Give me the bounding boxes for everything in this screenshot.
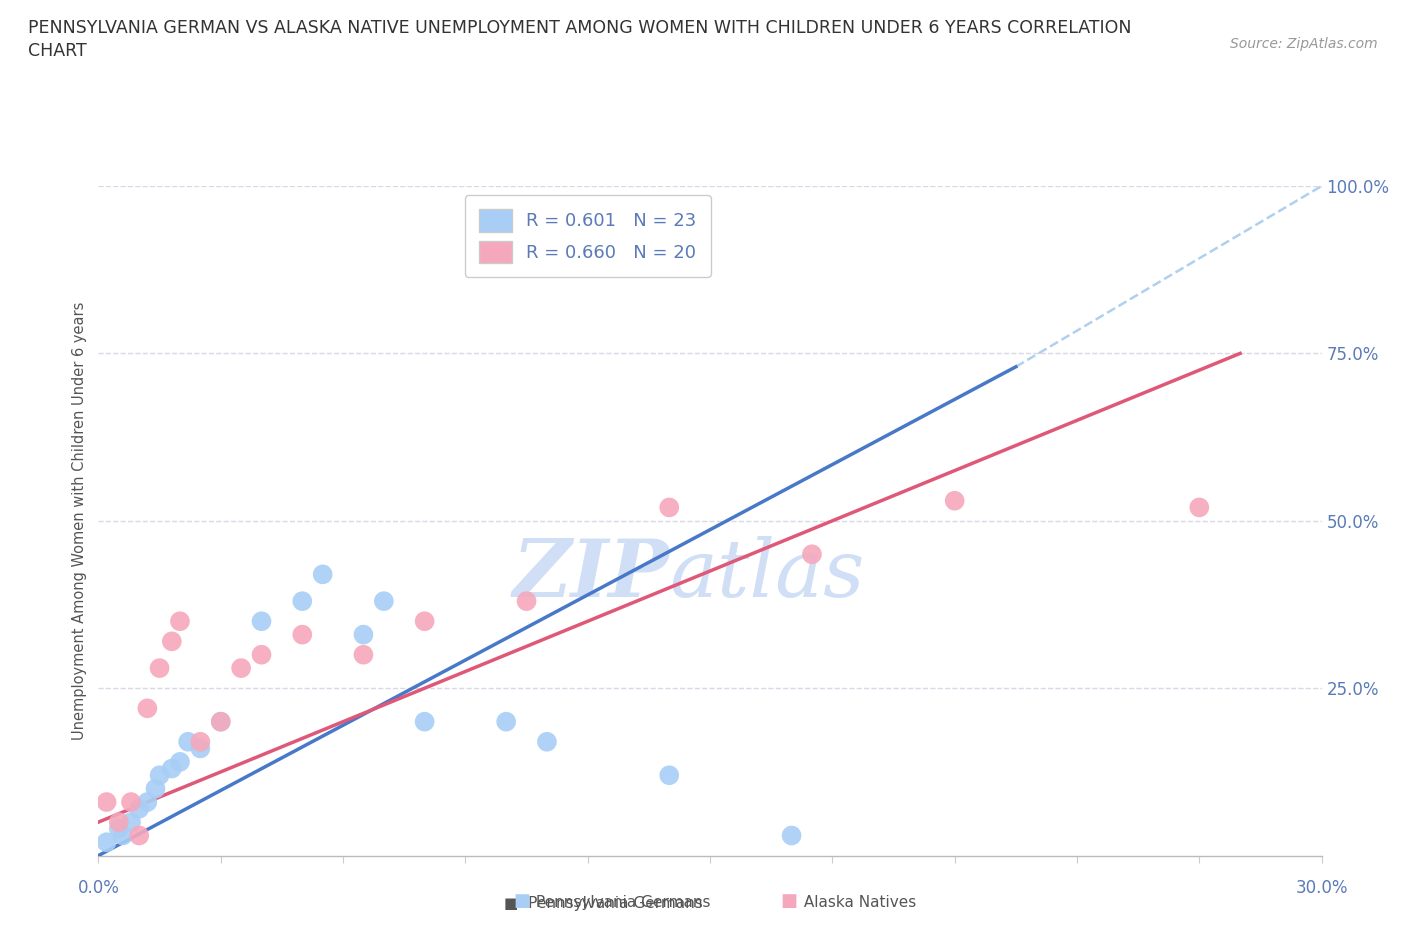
Y-axis label: Unemployment Among Women with Children Under 6 years: Unemployment Among Women with Children U… (72, 301, 87, 740)
Point (1188, 500, 1211, 515)
Point (413, 614, 436, 629)
Point (413, 714, 436, 729)
Point (188, 735, 212, 750)
Point (96, 835, 118, 850)
Point (149, 660, 172, 675)
Point (536, 735, 558, 750)
Point (231, 660, 253, 675)
Text: ■: ■ (780, 892, 797, 910)
Point (111, 828, 134, 843)
Point (128, 828, 150, 843)
Text: Alaska Natives: Alaska Natives (799, 895, 915, 910)
Text: Source: ZipAtlas.com: Source: ZipAtlas.com (1230, 37, 1378, 51)
Point (658, 768, 681, 783)
Point (136, 794, 159, 809)
Point (136, 701, 159, 716)
Point (96, 794, 118, 809)
Point (145, 781, 167, 796)
Point (495, 714, 517, 729)
Text: ZIP: ZIP (512, 536, 669, 613)
Text: ■  Pennsylvania Germans: ■ Pennsylvania Germans (505, 897, 703, 911)
Point (250, 614, 273, 629)
Point (658, 500, 681, 515)
Point (169, 614, 191, 629)
Point (128, 802, 150, 817)
Text: Pennsylvania Germans: Pennsylvania Germans (531, 895, 711, 910)
Point (149, 768, 172, 783)
Point (801, 547, 824, 562)
Point (160, 634, 183, 649)
Point (352, 647, 374, 662)
Point (108, 821, 131, 836)
Point (209, 714, 232, 729)
Point (291, 627, 314, 642)
Point (943, 493, 966, 508)
Point (120, 794, 142, 809)
Point (209, 714, 232, 729)
Text: 30.0%: 30.0% (1295, 879, 1348, 897)
Legend: R = 0.601   N = 23, R = 0.660   N = 20: R = 0.601 N = 23, R = 0.660 N = 20 (464, 195, 711, 277)
Point (312, 567, 335, 582)
Point (160, 761, 183, 776)
Point (188, 741, 212, 756)
Point (177, 735, 200, 750)
Text: atlas: atlas (669, 536, 865, 613)
Point (352, 627, 374, 642)
Point (250, 647, 273, 662)
Text: ■: ■ (513, 892, 530, 910)
Point (120, 815, 142, 830)
Point (169, 754, 191, 769)
Point (780, 828, 803, 843)
Point (291, 593, 314, 608)
Point (108, 815, 131, 830)
Point (516, 593, 538, 608)
Point (373, 593, 395, 608)
Text: 0.0%: 0.0% (77, 879, 120, 897)
Text: PENNSYLVANIA GERMAN VS ALASKA NATIVE UNEMPLOYMENT AMONG WOMEN WITH CHILDREN UNDE: PENNSYLVANIA GERMAN VS ALASKA NATIVE UNE… (28, 19, 1132, 60)
